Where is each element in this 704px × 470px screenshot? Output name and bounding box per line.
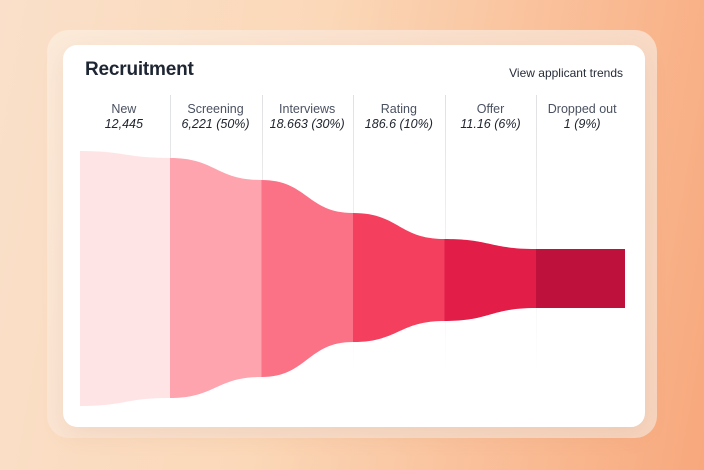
- stage-label: Offer: [476, 102, 505, 116]
- stage-value: 6,221 (50%): [181, 117, 250, 131]
- view-applicant-trends-link[interactable]: View applicant trends: [509, 66, 623, 80]
- stage-value: 12,445: [104, 117, 143, 131]
- recruitment-card: Recruitment View applicant trends New 12,…: [63, 45, 645, 427]
- funnel-stage-header: Interviews 18.663 (30%): [261, 102, 353, 132]
- stage-value: 186.6 (10%): [364, 117, 433, 131]
- funnel-stage-header: New 12,445: [78, 102, 170, 132]
- funnel-segment-rating[interactable]: [353, 213, 445, 342]
- card-title: Recruitment: [85, 59, 194, 80]
- stage-value: 1 (9%): [563, 117, 601, 131]
- stage-label: New: [111, 102, 137, 116]
- funnel-stage-header: Offer 11.16 (6%): [445, 102, 537, 132]
- funnel-segment-screening[interactable]: [170, 158, 262, 398]
- funnel-segment-new[interactable]: [80, 151, 170, 406]
- funnel-segment-offer[interactable]: [444, 239, 537, 321]
- funnel-stage-header: Screening 6,221 (50%): [170, 102, 262, 132]
- funnel-stage-header: Dropped out 1 (9%): [536, 102, 628, 132]
- stage-label: Rating: [380, 102, 417, 116]
- stage-value: 11.16 (6%): [460, 117, 521, 131]
- stage-label: Interviews: [279, 102, 336, 116]
- stage-value: 18.663 (30%): [269, 117, 345, 131]
- stage-label: Dropped out: [547, 102, 617, 116]
- funnel-stage-header: Rating 186.6 (10%): [353, 102, 445, 132]
- stage-label: Screening: [187, 102, 244, 116]
- funnel-segment-interviews[interactable]: [261, 180, 354, 377]
- stage-headers-row: New 12,445 Screening 6,221 (50%) Interviews 1…: [78, 102, 628, 132]
- funnel-chart: [80, 151, 625, 406]
- funnel-chart-area: New 12,445 Screening 6,221 (50%) Interviews 1…: [63, 45, 645, 427]
- funnel-segment-dropped-out[interactable]: [536, 249, 625, 308]
